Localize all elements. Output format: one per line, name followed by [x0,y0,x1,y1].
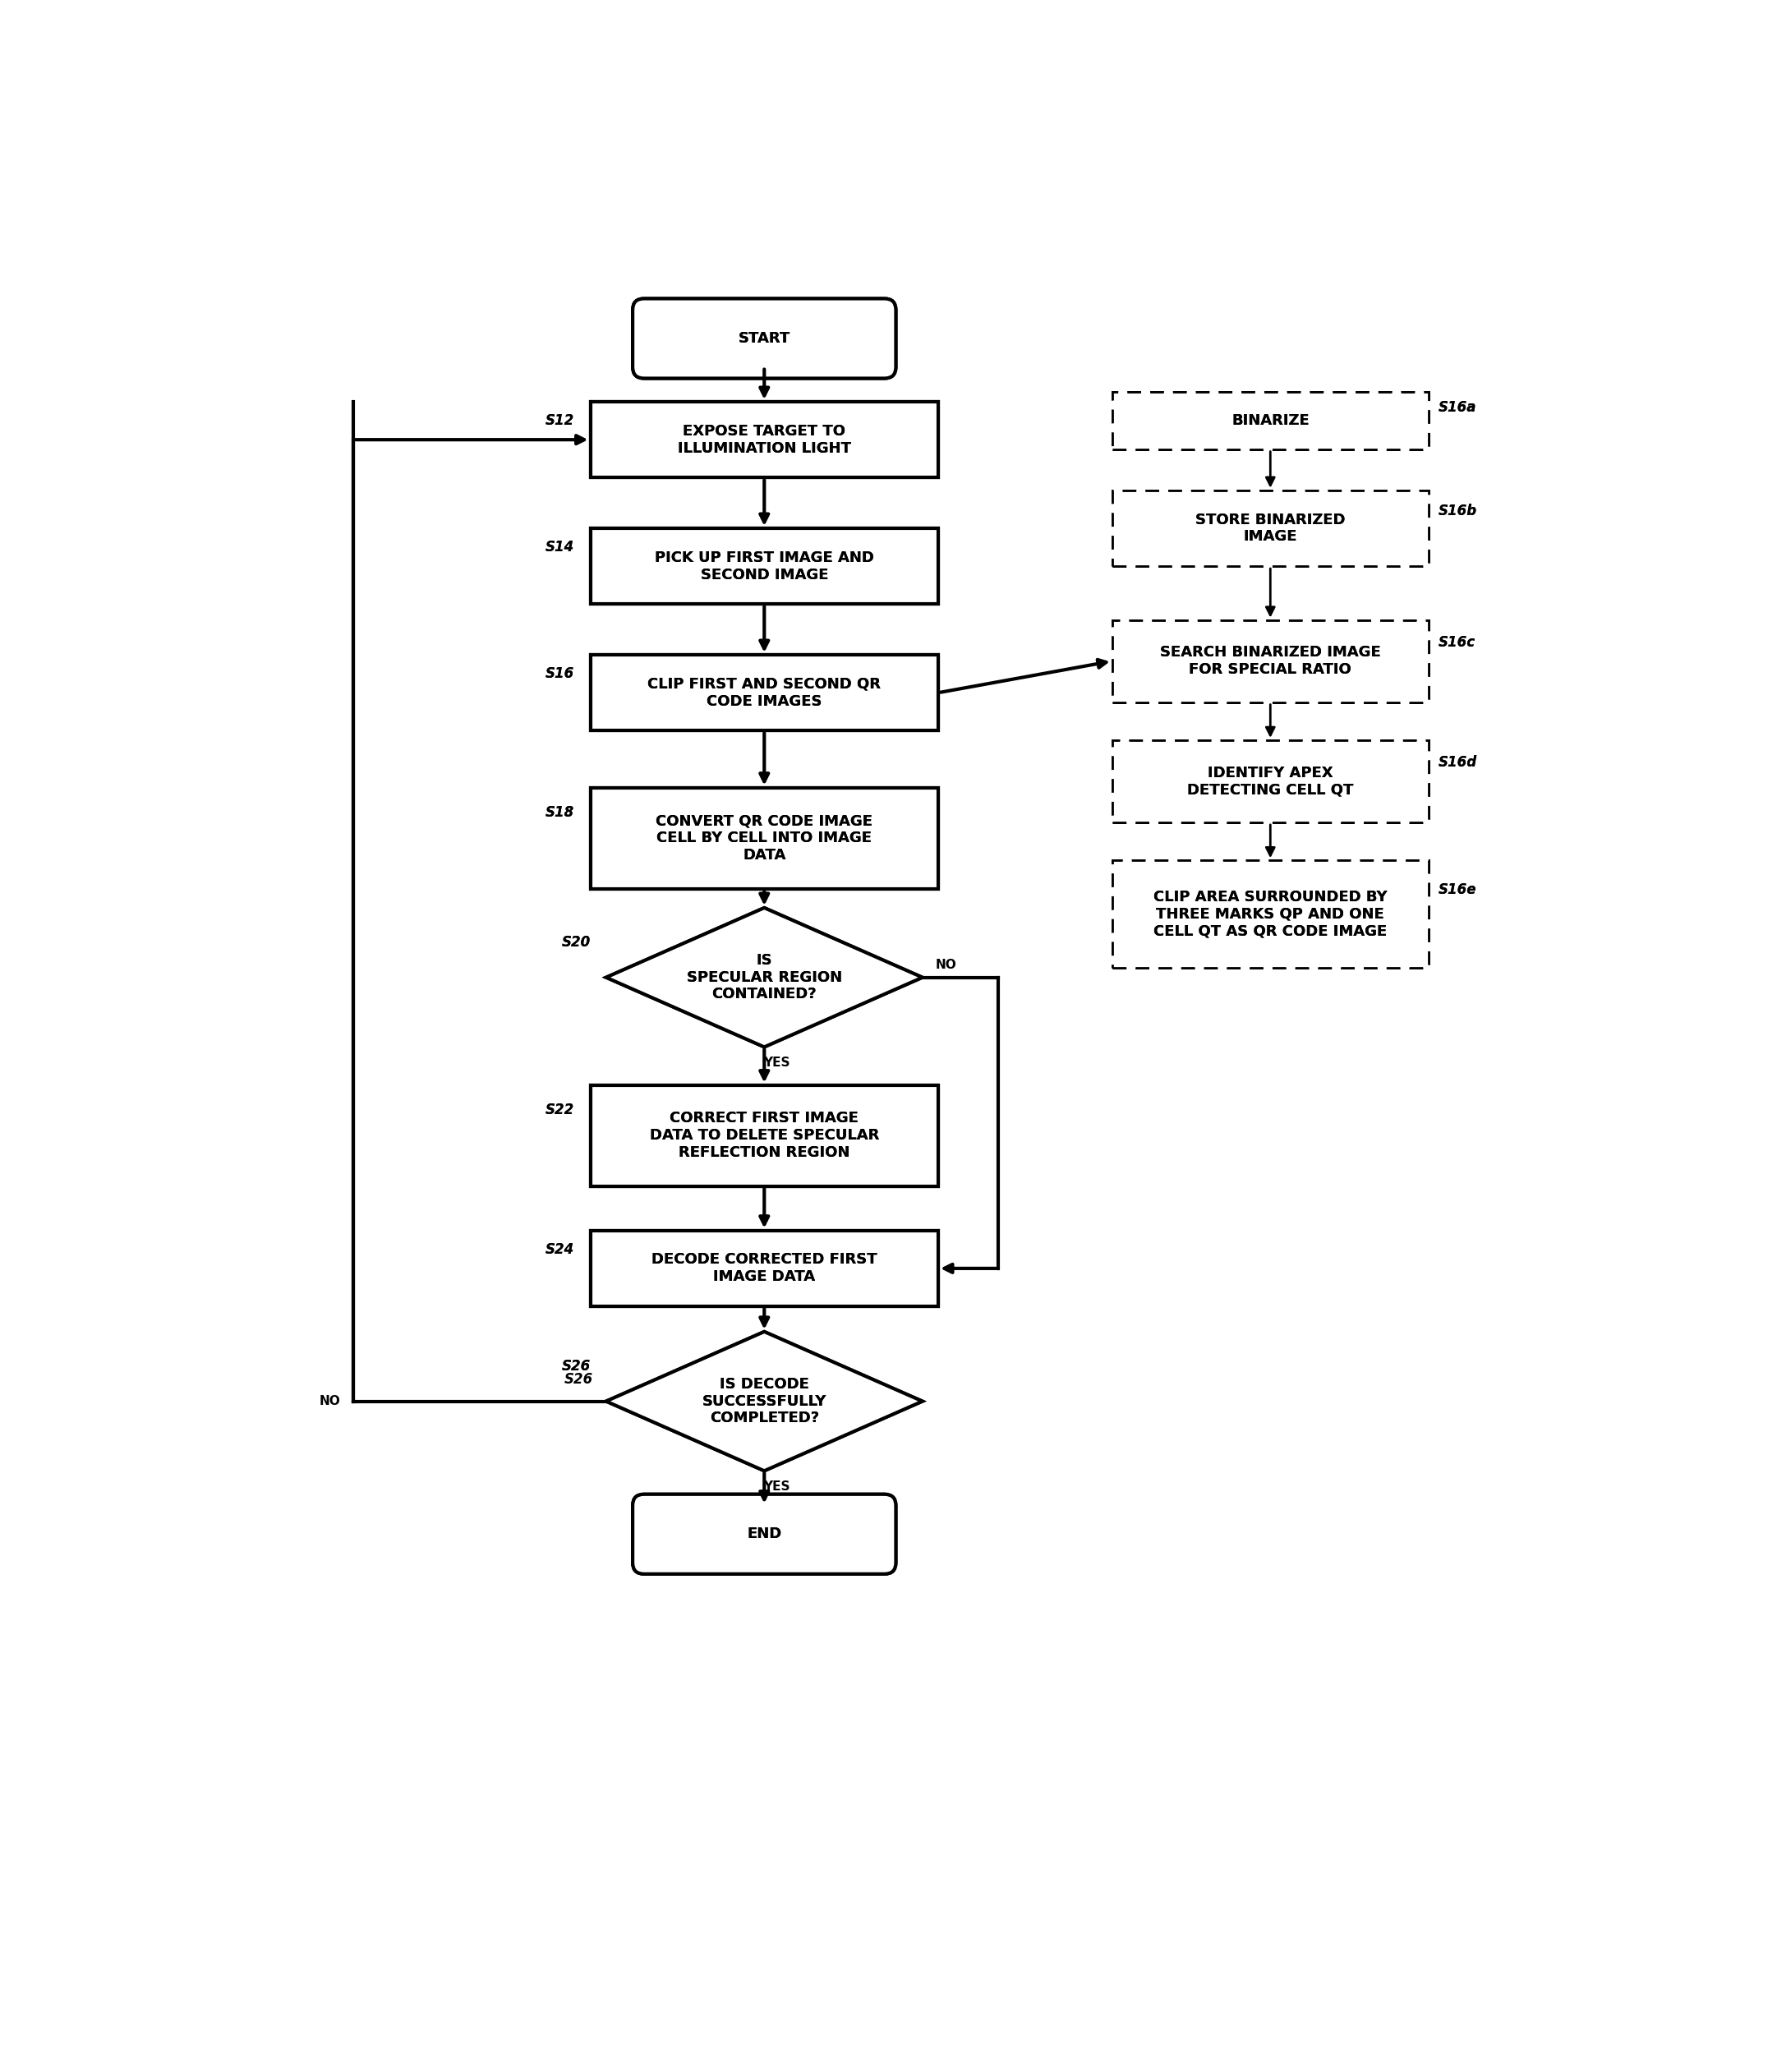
Bar [590,402,938,479]
Bar [590,655,938,731]
Text: S16e: S16e [1438,883,1477,897]
Bar [590,1231,938,1305]
Text: YES: YES [764,1479,791,1492]
Bar [590,528,938,605]
Text: S16a: S16a [1438,400,1477,414]
Text: S16a: S16a [1438,400,1477,414]
Text: S16e: S16e [1438,883,1477,897]
Bar [1112,491,1429,566]
Bar [1112,740,1429,823]
Text: END: END [746,1527,782,1542]
Text: PICK UP FIRST IMAGE AND
SECOND IMAGE: PICK UP FIRST IMAGE AND SECOND IMAGE [654,551,874,582]
FancyBboxPatch shape [633,1494,896,1575]
Text: S16b: S16b [1438,503,1477,518]
Text: S20: S20 [562,934,590,949]
Text: DECODE CORRECTED FIRST
IMAGE DATA: DECODE CORRECTED FIRST IMAGE DATA [652,1251,878,1285]
Bar [590,1086,938,1185]
Text: S26: S26 [562,1359,590,1374]
Bar [590,402,938,479]
FancyBboxPatch shape [633,298,896,379]
Text: S14: S14 [546,541,574,555]
Text: NO: NO [320,1394,341,1407]
Text: S16c: S16c [1438,636,1475,651]
Text: S16: S16 [546,667,574,682]
Text: BINARIZE: BINARIZE [1231,412,1310,429]
Bar [1112,392,1429,450]
Text: S14: S14 [546,541,574,555]
Text: END: END [746,1527,782,1542]
Text: S12: S12 [546,412,574,429]
Text: IS DECODE
SUCCESSFULLY
COMPLETED?: IS DECODE SUCCESSFULLY COMPLETED? [702,1376,826,1426]
Text: DECODE CORRECTED FIRST
IMAGE DATA: DECODE CORRECTED FIRST IMAGE DATA [652,1251,878,1285]
Text: S22: S22 [546,1102,574,1117]
Text: BINARIZE: BINARIZE [1231,412,1310,429]
FancyBboxPatch shape [633,1494,896,1575]
Text: S18: S18 [546,806,574,821]
Bar [1112,620,1429,702]
Text: S12: S12 [546,412,574,429]
Text: IS
SPECULAR REGION
CONTAINED?: IS SPECULAR REGION CONTAINED? [686,953,842,1003]
Text: SEARCH BINARIZED IMAGE
FOR SPECIAL RATIO: SEARCH BINARIZED IMAGE FOR SPECIAL RATIO [1160,644,1381,678]
Polygon shape [606,1332,922,1471]
Text: CORRECT FIRST IMAGE
DATA TO DELETE SPECULAR
REFLECTION REGION: CORRECT FIRST IMAGE DATA TO DELETE SPECU… [650,1111,880,1160]
Text: SEARCH BINARIZED IMAGE
FOR SPECIAL RATIO: SEARCH BINARIZED IMAGE FOR SPECIAL RATIO [1160,644,1381,678]
Text: S24: S24 [546,1241,574,1258]
Text: CORRECT FIRST IMAGE
DATA TO DELETE SPECULAR
REFLECTION REGION: CORRECT FIRST IMAGE DATA TO DELETE SPECU… [650,1111,880,1160]
Bar [590,655,938,731]
Text: IS DECODE
SUCCESSFULLY
COMPLETED?: IS DECODE SUCCESSFULLY COMPLETED? [702,1376,826,1426]
Bar [590,787,938,889]
Polygon shape [606,908,922,1046]
Bar [590,528,938,605]
Text: NO: NO [935,959,956,972]
Text: S24: S24 [546,1241,574,1258]
Text: EXPOSE TARGET TO
ILLUMINATION LIGHT: EXPOSE TARGET TO ILLUMINATION LIGHT [677,425,851,456]
Bar [590,1231,938,1305]
Text: S18: S18 [546,806,574,821]
Bar [1112,491,1429,566]
Bar [1112,860,1429,968]
Bar [1112,620,1429,702]
Text: IDENTIFY APEX
DETECTING CELL QT: IDENTIFY APEX DETECTING CELL QT [1187,765,1354,798]
Text: S16b: S16b [1438,503,1477,518]
Text: S20: S20 [562,934,590,949]
Text: STORE BINARIZED
IMAGE: STORE BINARIZED IMAGE [1196,512,1345,545]
Text: S26: S26 [565,1372,594,1386]
Bar [1112,740,1429,823]
Text: S16: S16 [546,667,574,682]
Polygon shape [606,1332,922,1471]
Text: IDENTIFY APEX
DETECTING CELL QT: IDENTIFY APEX DETECTING CELL QT [1187,765,1354,798]
Text: YES: YES [764,1057,791,1069]
Bar [1112,392,1429,450]
Bar [1112,860,1429,968]
Polygon shape [606,908,922,1046]
Text: CLIP AREA SURROUNDED BY
THREE MARKS QP AND ONE
CELL QT AS QR CODE IMAGE: CLIP AREA SURROUNDED BY THREE MARKS QP A… [1153,889,1388,939]
Text: START: START [737,332,791,346]
Text: S16d: S16d [1438,756,1477,771]
Bar [590,1086,938,1185]
Text: CLIP FIRST AND SECOND QR
CODE IMAGES: CLIP FIRST AND SECOND QR CODE IMAGES [647,678,881,709]
Text: PICK UP FIRST IMAGE AND
SECOND IMAGE: PICK UP FIRST IMAGE AND SECOND IMAGE [654,551,874,582]
Text: STORE BINARIZED
IMAGE: STORE BINARIZED IMAGE [1196,512,1345,545]
FancyBboxPatch shape [633,298,896,379]
Text: CONVERT QR CODE IMAGE
CELL BY CELL INTO IMAGE
DATA: CONVERT QR CODE IMAGE CELL BY CELL INTO … [656,814,873,862]
Text: S22: S22 [546,1102,574,1117]
Text: S16c: S16c [1438,636,1475,651]
Text: EXPOSE TARGET TO
ILLUMINATION LIGHT: EXPOSE TARGET TO ILLUMINATION LIGHT [677,425,851,456]
Text: S16d: S16d [1438,756,1477,771]
Bar [590,787,938,889]
Text: START: START [737,332,791,346]
Text: CLIP FIRST AND SECOND QR
CODE IMAGES: CLIP FIRST AND SECOND QR CODE IMAGES [647,678,881,709]
Text: S26: S26 [562,1359,590,1374]
Text: IS
SPECULAR REGION
CONTAINED?: IS SPECULAR REGION CONTAINED? [686,953,842,1003]
Text: CLIP AREA SURROUNDED BY
THREE MARKS QP AND ONE
CELL QT AS QR CODE IMAGE: CLIP AREA SURROUNDED BY THREE MARKS QP A… [1153,889,1388,939]
Text: CONVERT QR CODE IMAGE
CELL BY CELL INTO IMAGE
DATA: CONVERT QR CODE IMAGE CELL BY CELL INTO … [656,814,873,862]
